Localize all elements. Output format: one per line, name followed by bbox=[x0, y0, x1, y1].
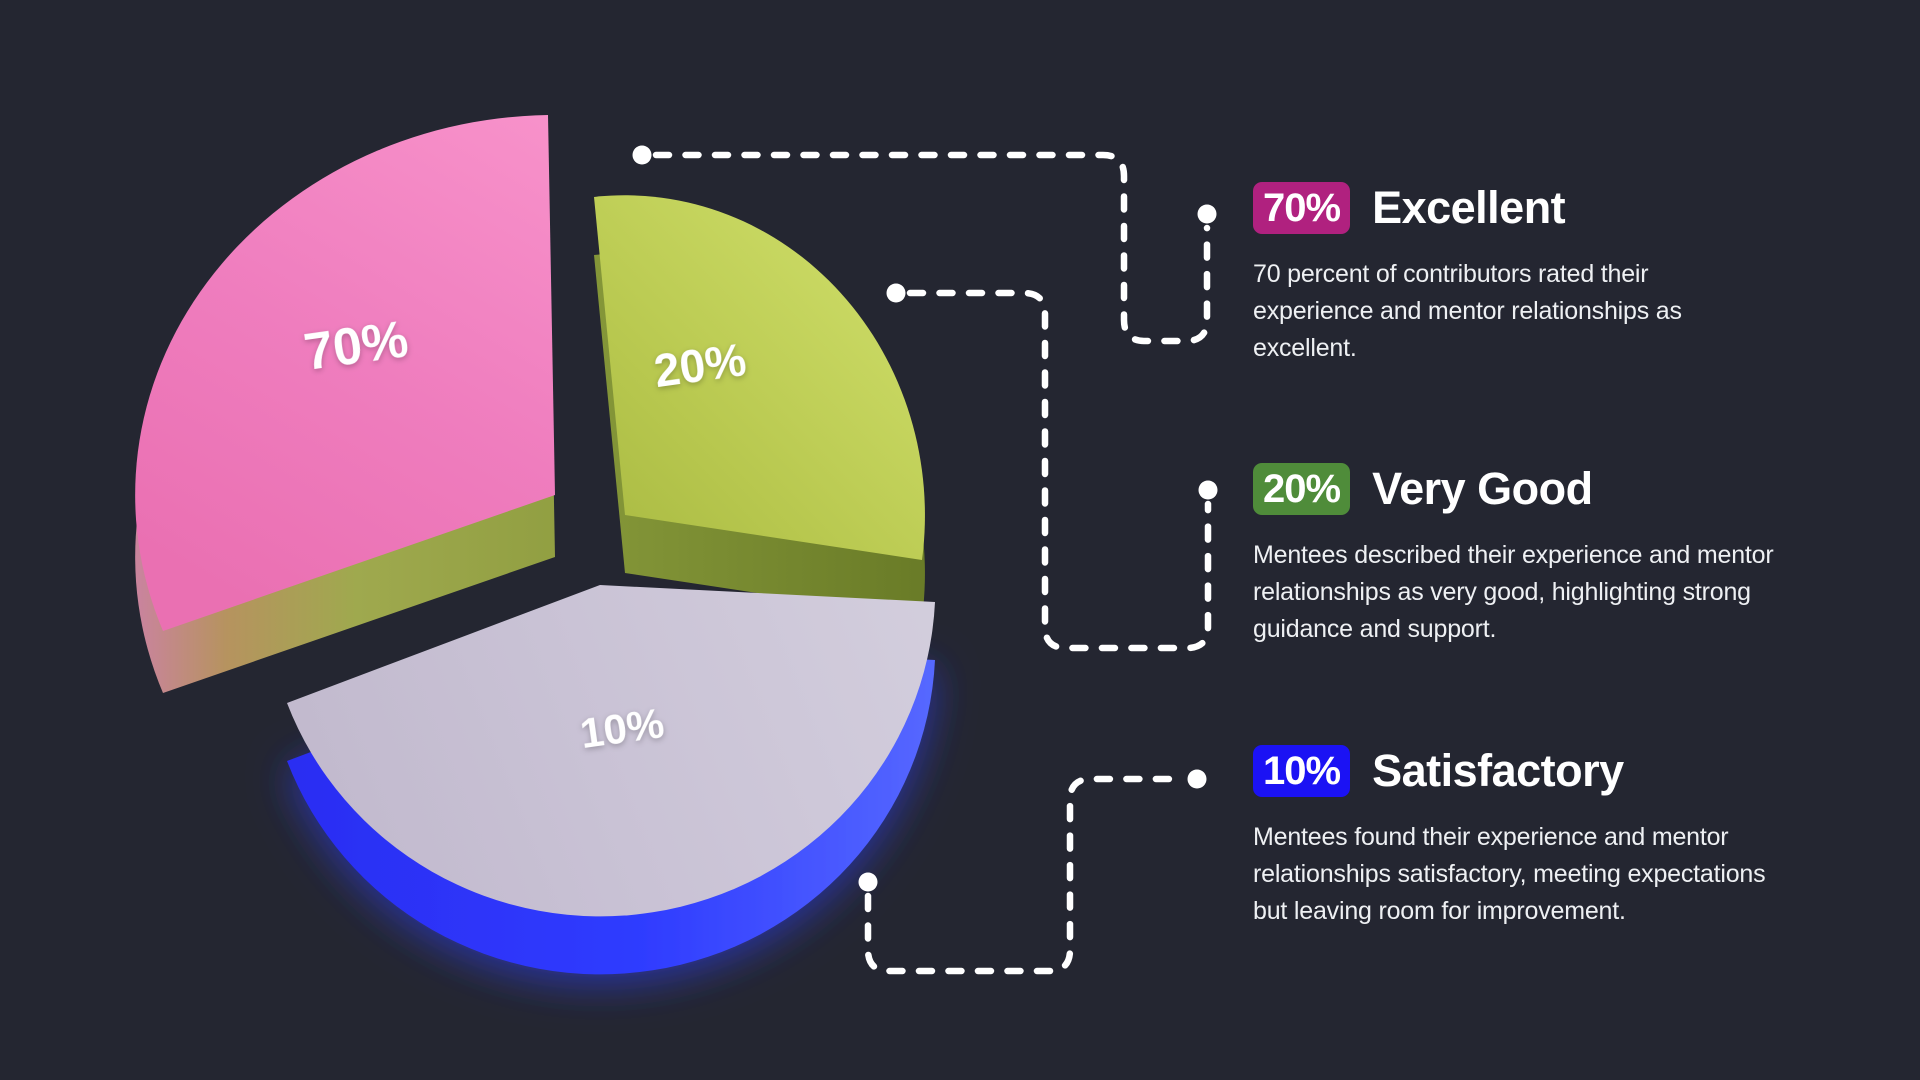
legend-description-satisfactory: Mentees found their experience and mento… bbox=[1253, 819, 1893, 930]
legend-description-very-good: Mentees described their experience and m… bbox=[1253, 537, 1893, 648]
legend-title-very-good: Very Good bbox=[1372, 463, 1593, 514]
description-line: Mentees described their experience and m… bbox=[1253, 541, 1774, 569]
description-line: but leaving room for improvement. bbox=[1253, 897, 1626, 925]
pie-slice-satisfactory-top-face bbox=[287, 585, 935, 917]
pie-slice-excellent: 70% bbox=[135, 115, 555, 693]
legend-item-very-good-header: 20% Very Good bbox=[1253, 463, 1893, 515]
connector-very-good-start-dot bbox=[886, 283, 906, 303]
legend-item-satisfactory-header: 10% Satisfactory bbox=[1253, 745, 1893, 797]
connector-very-good-end-dot bbox=[1198, 480, 1218, 500]
pie-label-very-good: 20% bbox=[651, 333, 749, 397]
percent-badge-very-good: 20% bbox=[1253, 463, 1351, 515]
pie-slice-excellent-top-face bbox=[135, 115, 555, 631]
legend-item-excellent: 70% Excellent 70 percent of contributors… bbox=[1253, 182, 1893, 367]
pie-slice-very-good: 20% bbox=[594, 195, 925, 618]
legend-description-excellent: 70 percent of contributors rated their e… bbox=[1253, 256, 1893, 367]
connector-satisfactory-line bbox=[864, 775, 1187, 975]
description-line: relationships satisfactory, meeting expe… bbox=[1253, 860, 1766, 888]
legend-item-excellent-header: 70% Excellent bbox=[1253, 182, 1893, 234]
description-line: 70 percent of contributors rated their bbox=[1253, 260, 1649, 288]
description-line: experience and mentor relationships as bbox=[1253, 297, 1682, 325]
description-line: guidance and support. bbox=[1253, 615, 1497, 643]
connector-satisfactory-start-dot bbox=[858, 872, 878, 892]
percent-badge-satisfactory: 10% bbox=[1253, 745, 1351, 797]
percent-badge-excellent: 70% bbox=[1253, 182, 1351, 234]
connector-excellent-end-dot bbox=[1197, 204, 1217, 224]
description-line: excellent. bbox=[1253, 334, 1357, 362]
connector-lines bbox=[632, 145, 1218, 975]
connector-excellent-line bbox=[652, 151, 1211, 345]
legend-item-very-good: 20% Very Good Mentees described their ex… bbox=[1253, 463, 1893, 648]
connector-satisfactory-end-dot bbox=[1187, 769, 1207, 789]
pie-label-excellent: 70% bbox=[301, 310, 412, 382]
legend-title-excellent: Excellent bbox=[1372, 182, 1566, 233]
pie-slice-satisfactory: 10% bbox=[287, 585, 935, 975]
description-line: Mentees found their experience and mento… bbox=[1253, 823, 1729, 851]
legend-title-satisfactory: Satisfactory bbox=[1372, 745, 1624, 796]
connector-excellent-start-dot bbox=[632, 145, 652, 165]
pie-slice-very-good-top-face bbox=[594, 195, 925, 560]
pie-label-satisfactory: 10% bbox=[577, 699, 667, 757]
legend-item-satisfactory: 10% Satisfactory Mentees found their exp… bbox=[1253, 745, 1893, 930]
description-line: relationships as very good, highlighting… bbox=[1253, 578, 1751, 606]
connector-very-good-line bbox=[906, 289, 1212, 652]
